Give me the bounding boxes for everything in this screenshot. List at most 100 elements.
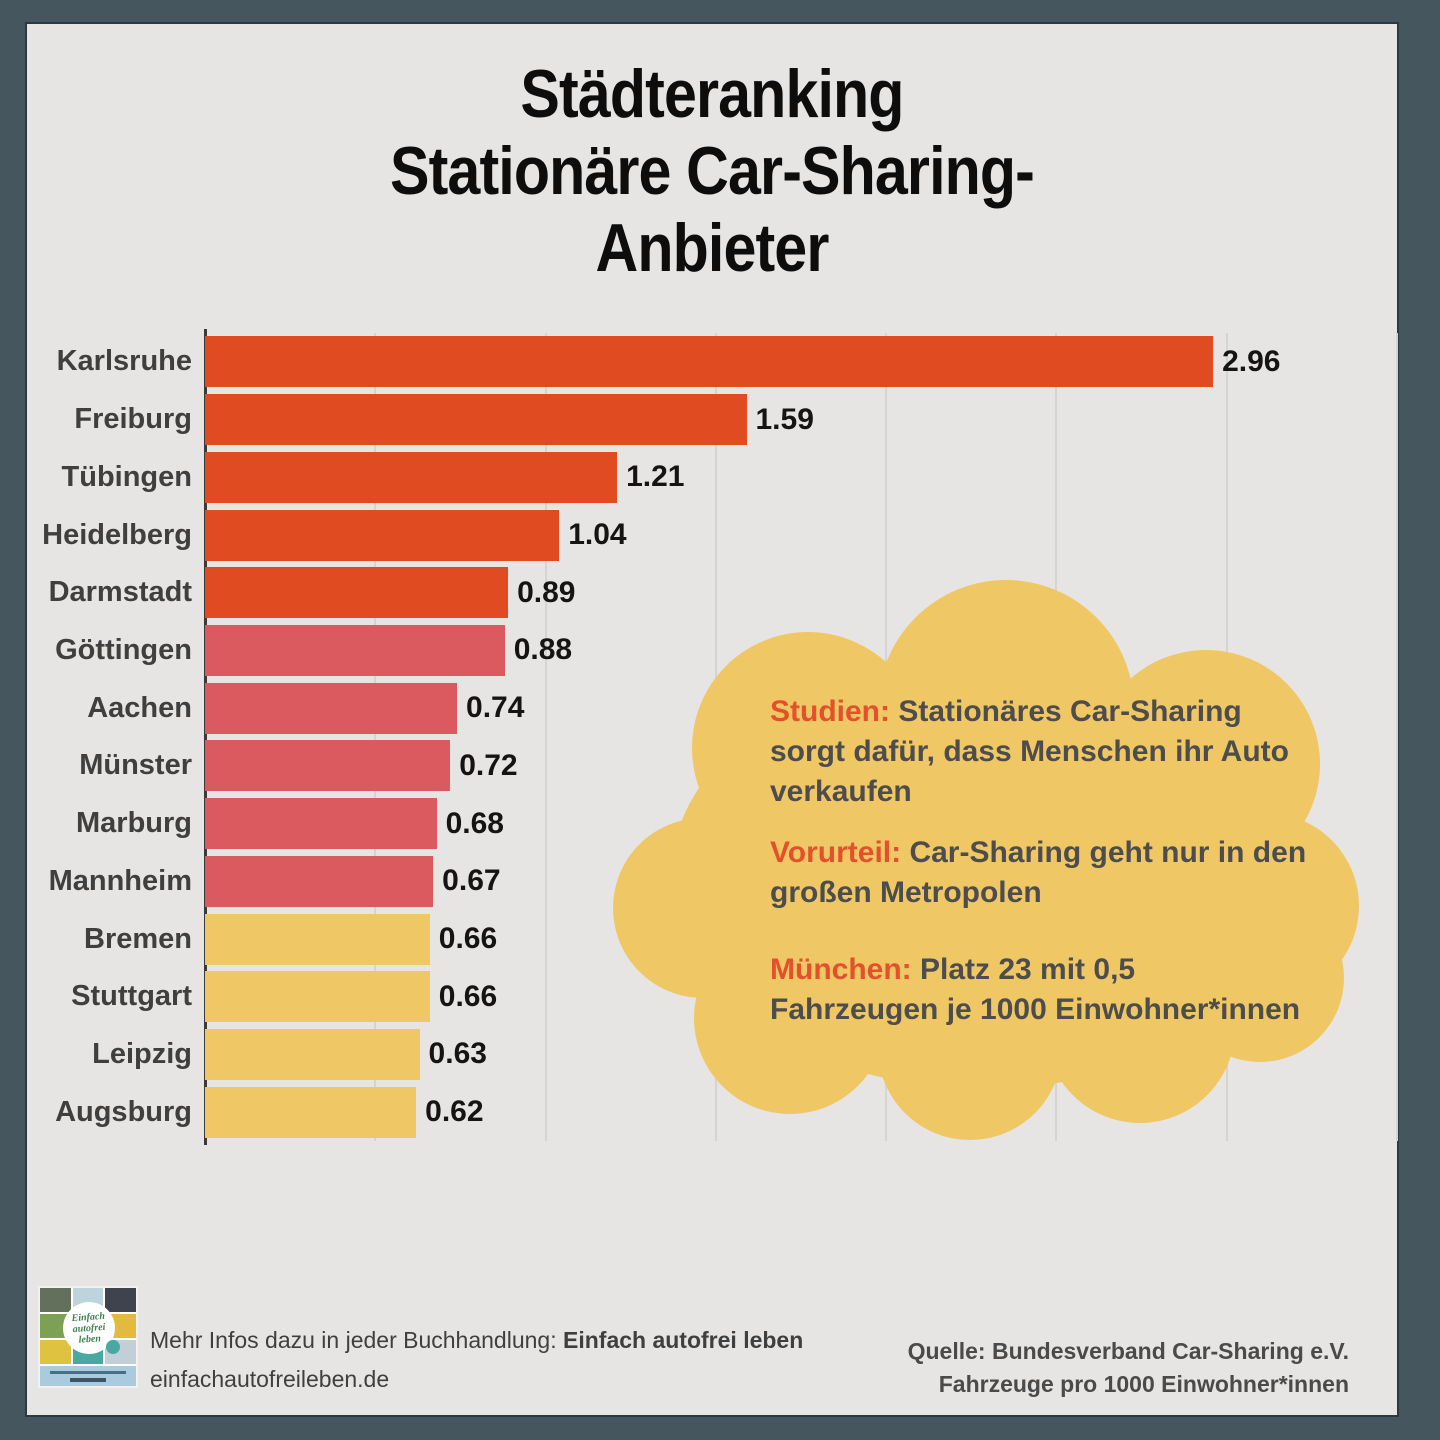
table-row: Leipzig 0.63 — [27, 1026, 1397, 1084]
bar-track: 0.67 — [205, 855, 1397, 907]
city-label: Heidelberg — [42, 518, 192, 551]
value-label: 1.04 — [568, 518, 627, 552]
table-row: Tübingen 1.21 — [27, 448, 1397, 506]
bar — [205, 913, 430, 965]
bar-track: 0.62 — [205, 1086, 1397, 1138]
bar-track: 0.89 — [205, 567, 1397, 619]
bar — [205, 1086, 417, 1138]
bar-track: 1.21 — [205, 451, 1397, 503]
value-label: 1.21 — [626, 460, 685, 494]
cloud-paragraph-text: Platz 23 mit 0,5 Fahrzeugen je 1000 Einw… — [770, 953, 1301, 1026]
gridline — [1396, 333, 1398, 1141]
bar-track: 2.96 — [205, 336, 1397, 388]
value-label: 0.74 — [466, 691, 525, 725]
value-label: 2.96 — [1222, 344, 1281, 378]
title-line-3: Anbieter — [595, 210, 829, 286]
value-label: 0.63 — [428, 1037, 487, 1071]
gridline — [544, 333, 547, 1141]
bar — [205, 394, 747, 446]
bar-track: 0.88 — [205, 624, 1397, 676]
city-label: Stuttgart — [71, 980, 192, 1013]
value-label: 0.68 — [445, 806, 504, 840]
footer-website[interactable]: einfachautofreileben.de — [150, 1366, 390, 1392]
book-cover-strip — [40, 1366, 136, 1386]
bar — [205, 740, 451, 792]
cloud-paragraph: Vorurteil: Car-Sharing geht nur in den g… — [770, 833, 1330, 913]
table-row: Münster 0.72 — [27, 737, 1397, 795]
cloud-paragraph-label: Vorurteil: — [770, 836, 902, 869]
bar — [205, 1028, 420, 1080]
value-label: 0.72 — [459, 748, 518, 782]
table-row: Göttingen 0.88 — [27, 622, 1397, 680]
footer-info-line: Mehr Infos dazu in jeder Buchhandlung: E… — [150, 1321, 803, 1360]
book-cover-badge — [106, 1340, 120, 1354]
bar — [205, 509, 560, 561]
footer-info-prefix: Mehr Infos dazu in jeder Buchhandlung: — [150, 1327, 563, 1353]
cloud-paragraph-label: Studien: — [770, 695, 890, 728]
footer-info-book-title: Einfach autofrei leben — [563, 1327, 804, 1353]
bar — [205, 336, 1214, 388]
source-line-1: Quelle: Bundesverband Car-Sharing e.V. — [907, 1338, 1349, 1364]
cloud-callout — [608, 576, 1363, 1149]
bar-chart: Karlsruhe 2.96 Freiburg 1.59 Tübingen 1.21 Hei… — [27, 333, 1397, 1141]
cloud-text: Studien: Stationäres Car-Sharing sorgt d… — [770, 692, 1330, 1030]
table-row: Karlsruhe 2.96 — [27, 333, 1397, 391]
city-label: Mannheim — [48, 864, 192, 897]
city-label: Karlsruhe — [56, 345, 192, 378]
table-row: Augsburg 0.62 — [27, 1083, 1397, 1141]
city-label: Göttingen — [55, 633, 192, 666]
value-label: 0.67 — [442, 864, 501, 898]
bar — [205, 451, 618, 503]
value-label: 1.59 — [755, 402, 814, 436]
value-label: 0.66 — [438, 979, 498, 1013]
city-label: Tübingen — [61, 460, 192, 493]
city-label: Bremen — [84, 922, 192, 955]
table-row: Bremen 0.66 — [27, 910, 1397, 968]
table-row: Mannheim 0.67 — [27, 852, 1397, 910]
bar — [205, 855, 434, 907]
infographic-canvas: Städteranking Stationäre Car-Sharing- An… — [25, 22, 1399, 1417]
bar-track: 0.66 — [205, 971, 1397, 1023]
table-row: Stuttgart 0.66 — [27, 968, 1397, 1026]
cloud-paragraph-text: Car-Sharing geht nur in den großen Metro… — [770, 836, 1307, 909]
value-label: 0.88 — [513, 633, 573, 667]
cloud-shape — [613, 580, 1359, 1140]
bar-track: 0.72 — [205, 740, 1397, 792]
bar-track: 1.59 — [205, 394, 1397, 446]
cloud-paragraph-text: Stationäres Car-Sharing sorgt dafür, das… — [770, 695, 1289, 808]
city-label: Augsburg — [55, 1095, 192, 1128]
cloud-paragraph-label: München: — [770, 953, 912, 986]
city-label: Leipzig — [92, 1037, 192, 1070]
bar — [205, 971, 430, 1023]
bar — [205, 567, 509, 619]
city-label: Marburg — [76, 807, 192, 840]
footer-info: Mehr Infos dazu in jeder Buchhandlung: E… — [150, 1321, 803, 1399]
bar — [205, 624, 505, 676]
value-label: 0.66 — [438, 922, 498, 956]
page-title: Städteranking Stationäre Car-Sharing- An… — [116, 56, 1308, 287]
y-axis-line — [204, 329, 207, 1145]
cloud-paragraph: Studien: Stationäres Car-Sharing sorgt d… — [770, 692, 1330, 812]
title-line-1: Städteranking — [520, 56, 904, 132]
city-label: Freiburg — [74, 403, 192, 436]
table-row: Aachen 0.74 — [27, 679, 1397, 737]
bar — [205, 682, 458, 734]
city-label: Münster — [79, 749, 192, 782]
bar-track: 0.68 — [205, 798, 1397, 850]
city-label: Darmstadt — [48, 576, 192, 609]
bar-track: 0.63 — [205, 1028, 1397, 1080]
bar — [205, 798, 437, 850]
bar-track: 0.66 — [205, 913, 1397, 965]
bar-track: 1.04 — [205, 509, 1397, 561]
title-line-2: Stationäre Car-Sharing- — [389, 133, 1035, 209]
table-row: Darmstadt 0.89 — [27, 564, 1397, 622]
city-label: Aachen — [87, 691, 192, 724]
source-line-2: Fahrzeuge pro 1000 Einwohner*innen — [938, 1371, 1349, 1397]
gridline — [374, 333, 377, 1141]
table-row: Freiburg 1.59 — [27, 391, 1397, 449]
book-cover: Einfach autofrei leben — [38, 1286, 138, 1388]
value-label: 0.62 — [425, 1095, 484, 1129]
cloud-paragraph: München: Platz 23 mit 0,5 Fahrzeugen je … — [770, 950, 1330, 1030]
value-label: 0.89 — [517, 575, 576, 609]
table-row: Heidelberg 1.04 — [27, 506, 1397, 564]
